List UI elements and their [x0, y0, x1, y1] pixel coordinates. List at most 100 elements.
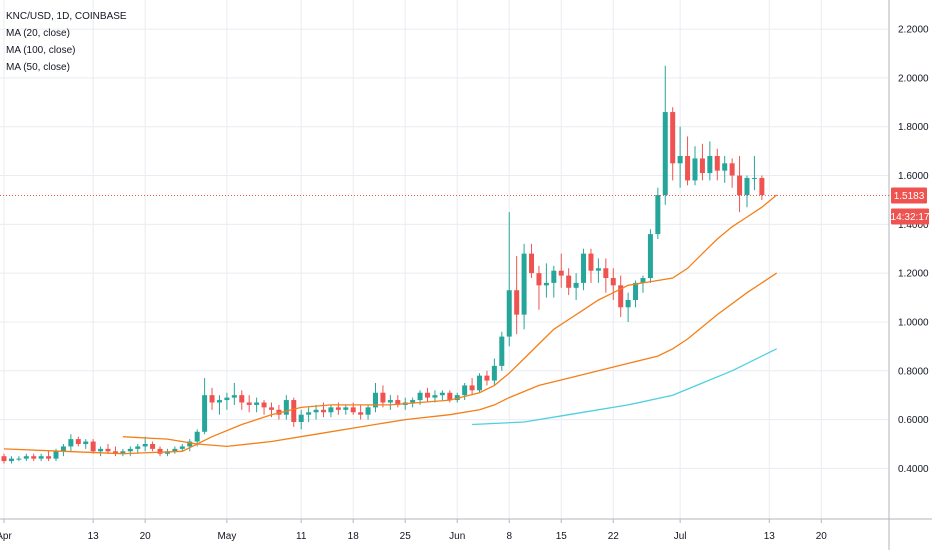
- price-tick-label: 2.2000: [898, 25, 929, 36]
- price-tag-price: 1.5183: [894, 191, 925, 202]
- candle-body: [558, 270, 564, 276]
- candle-body: [261, 402, 267, 408]
- price-tick-label: 0.8000: [898, 366, 929, 377]
- candle-body: [313, 409, 319, 413]
- candle-body: [536, 273, 542, 286]
- candle-body: [120, 451, 126, 454]
- legend-ma50[interactable]: MA (50, close): [6, 62, 70, 73]
- candle-body: [514, 290, 520, 315]
- candle-body: [335, 407, 341, 410]
- candle-body: [306, 412, 312, 415]
- candle-body: [759, 177, 765, 196]
- price-tag-box: [891, 187, 927, 204]
- candle-body: [105, 448, 111, 452]
- legend-ma100[interactable]: MA (100, close): [6, 45, 76, 56]
- candle-body: [283, 400, 289, 415]
- time-tick-label: 18: [348, 531, 360, 542]
- candle-body: [68, 439, 74, 447]
- candle-body: [179, 446, 185, 449]
- candle-body: [410, 400, 416, 403]
- candle-body: [595, 268, 601, 271]
- candle-body: [737, 175, 743, 196]
- candle-body: [633, 282, 639, 300]
- price-axis[interactable]: 0.4000 0.6000 0.8000 1.0000 1.2000 1.4000 1.60…: [898, 25, 929, 475]
- price-tick-label: 1.8000: [898, 122, 929, 133]
- candle-body: [588, 253, 594, 271]
- candle-body: [112, 451, 118, 454]
- candle-body: [417, 392, 423, 401]
- time-tick-label: Jun: [449, 531, 465, 542]
- candle-body: [373, 392, 378, 408]
- candle-body: [127, 448, 133, 452]
- candle-body: [46, 456, 52, 459]
- candle-body: [395, 400, 401, 405]
- legend-symbol-title[interactable]: KNC/USD, 1D, COINBASE: [6, 11, 127, 22]
- price-tick-label: 0.6000: [898, 415, 929, 426]
- candle-body: [231, 395, 237, 398]
- candle-body: [439, 392, 445, 396]
- price-tag-countdown: 14:32:17: [891, 212, 930, 223]
- countdown-box: [891, 208, 929, 225]
- time-tick-label: 15: [556, 531, 568, 542]
- candle-body: [98, 448, 104, 452]
- candle-body: [603, 268, 609, 279]
- candle-body: [610, 278, 616, 286]
- time-tick-label: 20: [816, 531, 828, 542]
- candle-body: [543, 282, 549, 286]
- price-tick-label: 0.4000: [898, 464, 929, 475]
- ma50-line: [122, 272, 778, 448]
- candle-body: [268, 407, 274, 410]
- candle-body: [358, 412, 364, 415]
- candle-body: [246, 402, 252, 405]
- price-tag: 1.5183 14:32:17: [891, 187, 930, 225]
- candle-body: [60, 446, 66, 452]
- candle-body: [685, 155, 691, 181]
- candle-body: [425, 392, 431, 398]
- candle-body: [692, 158, 698, 181]
- candle-body: [16, 458, 22, 460]
- time-axis[interactable]: Apr 13 20 May 11 18 25 Jun 8 15 22 Jul 13 20: [0, 519, 827, 542]
- candle-body: [1, 456, 7, 462]
- time-tick-label: May: [217, 531, 236, 542]
- time-tick-label: Apr: [0, 531, 12, 542]
- legend-ma20[interactable]: MA (20, close): [6, 28, 70, 39]
- candle-body: [521, 253, 527, 315]
- candle-body: [365, 407, 371, 415]
- time-tick-label: 20: [140, 531, 152, 542]
- candle-body: [142, 443, 148, 447]
- candle-body: [625, 299, 631, 308]
- price-tick-label: 1.6000: [898, 171, 929, 182]
- candle-body: [447, 392, 453, 401]
- candle-body: [350, 407, 356, 413]
- time-tick-label: 25: [400, 531, 412, 542]
- candle-body: [744, 177, 750, 196]
- time-tick-label: 13: [88, 531, 100, 542]
- candle-body: [83, 441, 89, 444]
- candle-body: [254, 402, 260, 405]
- candle-body: [202, 395, 208, 432]
- price-tick-label: 1.4000: [898, 220, 929, 231]
- candle-body: [707, 155, 713, 174]
- candle-body: [729, 163, 735, 176]
- candle-body: [484, 375, 490, 381]
- candle-body: [31, 456, 37, 459]
- candle-body: [75, 439, 81, 444]
- price-tick-label: 2.0000: [898, 73, 929, 84]
- price-tick-label: 1.0000: [898, 317, 929, 328]
- candle-body: [573, 282, 579, 288]
- candle-body: [387, 400, 393, 403]
- candle-body: [291, 400, 297, 423]
- candle-body: [298, 414, 304, 423]
- candle-body: [320, 409, 326, 413]
- candle-body: [491, 365, 497, 381]
- candle-body: [655, 195, 661, 235]
- candle-body: [380, 392, 386, 403]
- candle-body: [529, 253, 535, 274]
- candle-body: [216, 400, 222, 403]
- candle-body: [150, 443, 156, 449]
- candle-body: [38, 456, 44, 459]
- price-tick-label: 1.2000: [898, 269, 929, 280]
- candle-body: [581, 253, 587, 283]
- candle-body: [618, 285, 624, 308]
